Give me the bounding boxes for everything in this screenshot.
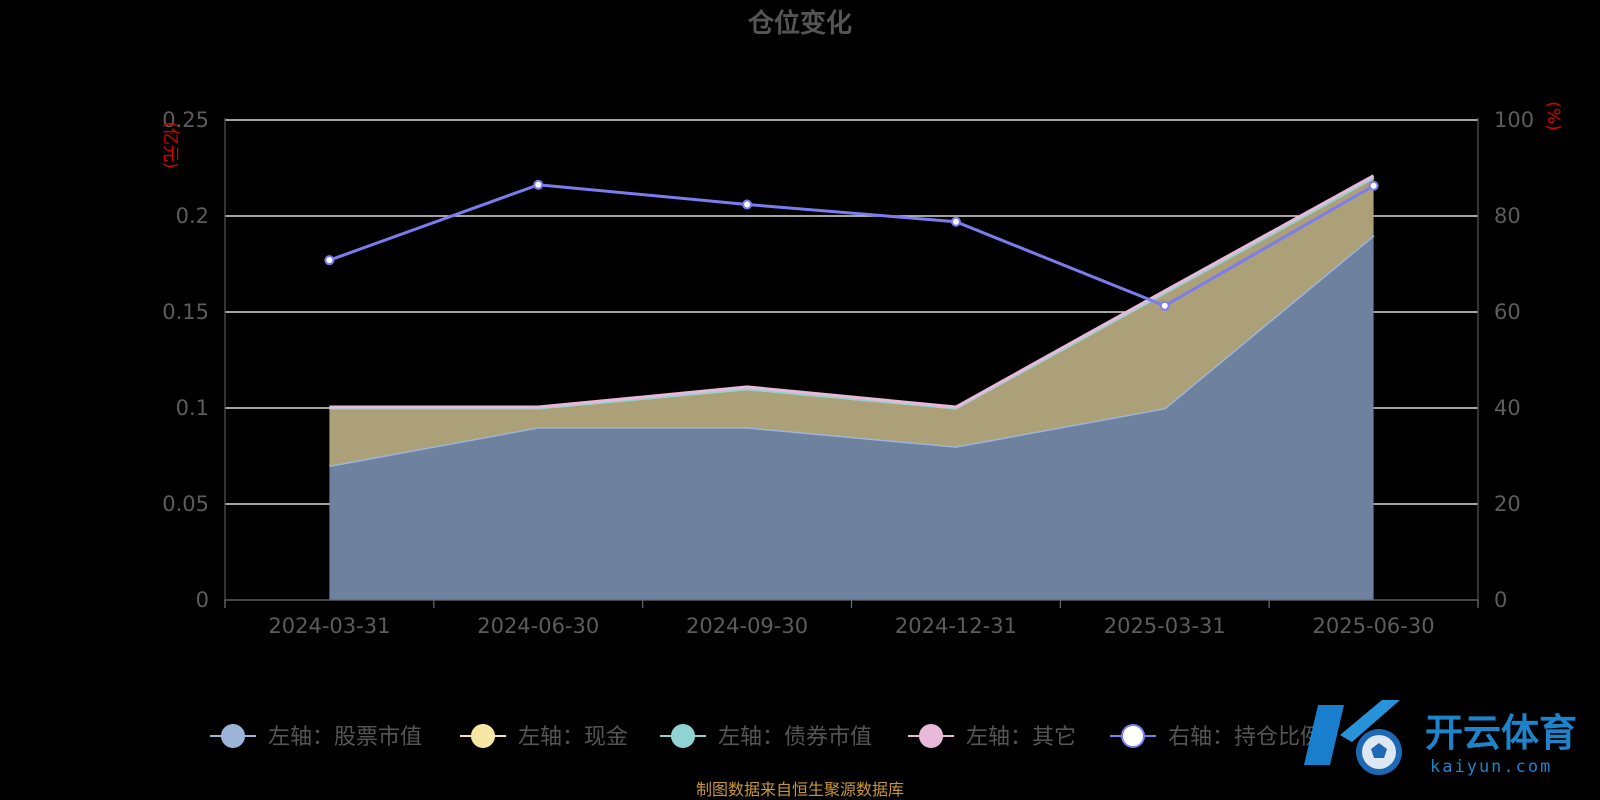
- ratio-line-path: [328, 183, 1375, 308]
- right-tick-label: 100: [1494, 108, 1534, 132]
- ratio-point: [1159, 300, 1170, 311]
- x-tick-label: 2025-06-30: [1313, 614, 1435, 638]
- right-tick-label: 20: [1494, 492, 1521, 516]
- legend-marker: [1121, 724, 1145, 748]
- right-tick-label: 80: [1494, 204, 1521, 228]
- left-axis-unit: (亿元): [160, 121, 180, 168]
- x-tick-label: 2024-12-31: [895, 614, 1017, 638]
- legend-label: 右轴：持仓比例: [1168, 725, 1322, 750]
- right-tick-label: 60: [1494, 300, 1521, 324]
- brand-logo-icon: [1304, 700, 1402, 775]
- legend-label: 左轴：股票市值: [268, 725, 422, 750]
- brand-site: kaiyun.com: [1430, 757, 1552, 777]
- area-line-左轴：其它: [329, 174, 1375, 409]
- left-tick-label: 0.1: [176, 396, 209, 420]
- right-tick-label: 40: [1494, 396, 1521, 420]
- x-tick-label: 2024-09-30: [686, 614, 808, 638]
- x-tick-label: 2024-06-30: [477, 614, 599, 638]
- legend: 左轴：股票市值 左轴：现金 左轴：债券市值 左轴：其它 右轴：持仓比例: [210, 724, 1322, 750]
- left-tick-label: 0.05: [162, 492, 209, 516]
- brand-watermark: 开云体育 kaiyun.com: [1304, 700, 1577, 777]
- area-左轴：现金: [329, 177, 1374, 466]
- area-左轴：股票市值: [329, 235, 1374, 600]
- axes: 0 0.05 0.1 0.15 0.2 0.25 0 20 40 60 80 100 2024-03-3…: [162, 108, 1534, 638]
- legend-marker: [919, 724, 943, 748]
- right-axis-unit: (%): [1543, 101, 1563, 130]
- legend-label: 左轴：债券市值: [718, 725, 872, 750]
- x-tick-label: 2024-03-31: [268, 614, 390, 638]
- ratio-line: [324, 179, 1379, 311]
- ratio-point: [533, 179, 544, 190]
- legend-marker: [221, 724, 245, 748]
- legend-marker: [471, 724, 495, 748]
- stacked-areas: [329, 174, 1375, 600]
- right-tick-label: 0: [1494, 588, 1507, 612]
- data-source-note: 制图数据来自恒生聚源数据库: [696, 780, 904, 799]
- chart-title: 仓位变化: [747, 8, 852, 39]
- x-tick-label: 2025-03-31: [1104, 614, 1226, 638]
- ratio-point: [1368, 180, 1379, 191]
- legend-label: 左轴：其它: [966, 725, 1076, 750]
- left-tick-label: 0.15: [162, 300, 209, 324]
- left-tick-label: 0.2: [176, 204, 209, 228]
- legend-marker: [671, 724, 695, 748]
- legend-label: 左轴：现金: [518, 725, 628, 750]
- ratio-point: [324, 255, 335, 266]
- left-tick-label: 0: [196, 588, 209, 612]
- ratio-point: [950, 216, 961, 227]
- ratio-point: [742, 199, 753, 210]
- left-tick-label: 0.25: [162, 108, 209, 132]
- brand-name: 开云体育: [1425, 711, 1577, 755]
